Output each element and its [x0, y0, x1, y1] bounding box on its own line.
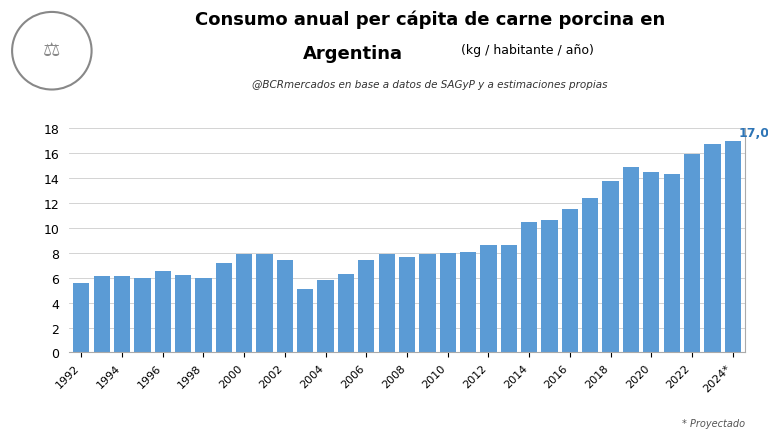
Bar	[236, 255, 253, 353]
Bar	[501, 246, 517, 353]
Bar	[602, 181, 619, 353]
Bar	[216, 263, 232, 353]
Bar	[94, 277, 110, 353]
Bar	[643, 172, 660, 353]
Bar	[399, 257, 415, 353]
Bar	[358, 261, 375, 353]
Bar	[154, 272, 171, 353]
Bar	[460, 252, 476, 353]
Text: (kg / habitante / año): (kg / habitante / año)	[457, 44, 594, 57]
Bar	[114, 277, 131, 353]
Bar	[338, 274, 354, 353]
Bar	[541, 221, 558, 353]
Bar	[521, 222, 538, 353]
Bar	[582, 199, 598, 353]
Bar	[480, 246, 497, 353]
Bar	[379, 255, 395, 353]
Text: Consumo anual per cápita de carne porcina en: Consumo anual per cápita de carne porcin…	[195, 11, 665, 29]
Bar	[561, 210, 578, 353]
Text: Argentina: Argentina	[303, 45, 403, 63]
Text: ⚖: ⚖	[43, 42, 61, 61]
Bar	[704, 145, 720, 353]
Bar	[439, 253, 456, 353]
Bar	[195, 278, 212, 353]
Bar	[257, 255, 273, 353]
Bar	[724, 141, 741, 353]
Bar	[276, 261, 293, 353]
Bar	[134, 278, 151, 353]
Bar	[297, 289, 313, 353]
Text: @BCRmercados en base a datos de SAGyP y a estimaciones propias: @BCRmercados en base a datos de SAGyP y …	[253, 80, 607, 89]
Bar	[317, 280, 334, 353]
Bar	[664, 175, 680, 353]
Bar	[419, 255, 435, 353]
Bar	[175, 276, 191, 353]
Bar	[623, 168, 639, 353]
Bar	[684, 155, 700, 353]
Text: * Proyectado: * Proyectado	[682, 418, 745, 428]
Bar	[73, 283, 90, 353]
Text: 17,0: 17,0	[739, 126, 768, 140]
